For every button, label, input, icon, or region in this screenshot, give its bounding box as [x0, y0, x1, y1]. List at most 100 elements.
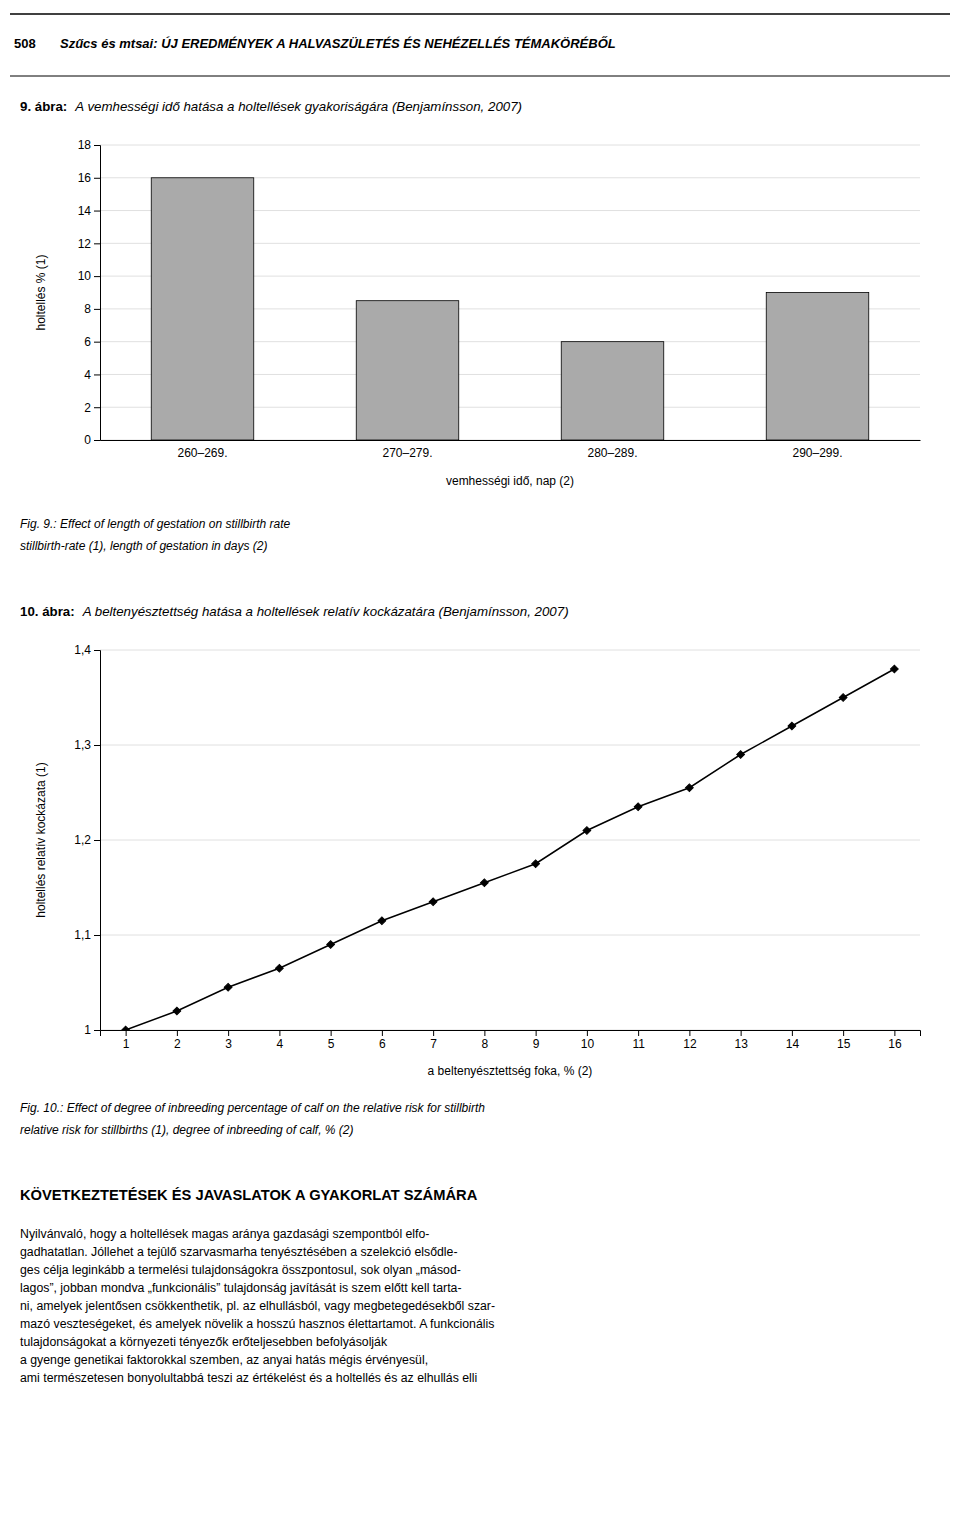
- y-axis-title: holtellés relatív kockázata (1): [34, 762, 48, 917]
- tick-label: 12: [683, 1037, 697, 1051]
- chart-title: 9. ábra:: [20, 99, 67, 114]
- tick-label: 1,3: [74, 738, 91, 752]
- body-line: mazó veszteségeket, és amelyek növelik a…: [20, 1317, 494, 1331]
- marker: [276, 964, 284, 972]
- grid-line: [100, 650, 920, 651]
- tick-label: 16: [888, 1037, 902, 1051]
- chart: 10. ábra:A beltenyésztettség hatása a ho…: [20, 604, 921, 1137]
- tick-mark: [484, 1030, 485, 1036]
- tick-mark: [94, 243, 100, 244]
- body-line: ges célja leginkább a termelési tulajdon…: [20, 1263, 461, 1277]
- tick-label: 2: [84, 401, 91, 415]
- x-axis-title: a beltenyésztettség foka, % (2): [428, 1064, 593, 1078]
- tick-label: 1,1: [74, 928, 91, 942]
- tick-label: 5: [328, 1037, 335, 1051]
- bar: [356, 301, 459, 440]
- tick-label: 8: [84, 302, 91, 316]
- tick: 4: [84, 368, 100, 382]
- tick-mark: [433, 1030, 434, 1036]
- line: [126, 669, 895, 1030]
- tick: 1,1: [74, 928, 100, 942]
- tick-label: 10: [78, 269, 92, 283]
- tick-mark: [279, 1030, 280, 1036]
- tick: 6: [84, 335, 100, 349]
- tick-mark: [94, 650, 100, 651]
- tick-label: 6: [379, 1037, 386, 1051]
- body-line: lagos”, jobban mondva „funkcionális” tul…: [20, 1281, 462, 1295]
- tick-mark: [689, 1030, 690, 1036]
- x-axis: 12345678910111213141516: [101, 1030, 921, 1051]
- marker: [122, 1026, 130, 1030]
- bar: [561, 342, 664, 440]
- tick: 1: [84, 1023, 100, 1037]
- body-section: KÖVETKEZTETÉSEK ÉS JAVASLATOK A GYAKORLA…: [20, 1187, 495, 1385]
- body-line: ami természetesen bonyolultabbá teszi az…: [20, 1371, 477, 1385]
- tick: 12: [683, 1030, 697, 1051]
- tick-mark: [94, 178, 100, 179]
- page: 508Szűcs és mtsai: ÚJ EREDMÉNYEK A HALVA…: [0, 0, 960, 1520]
- header-rule: [10, 76, 950, 77]
- tick-label: 15: [837, 1037, 851, 1051]
- body-line: gadhatatlan. Jóllehet a tejûlő szarvasma…: [20, 1245, 457, 1259]
- y-axis-title: holtellés % (1): [34, 254, 48, 330]
- tick: 15: [837, 1030, 851, 1051]
- grid-line: [100, 745, 920, 746]
- marker: [788, 722, 796, 730]
- tick: 11: [632, 1030, 645, 1051]
- tick: 280–289.: [587, 446, 637, 460]
- grid-line: [100, 145, 920, 146]
- axis-line: [94, 651, 101, 1031]
- tick-label: 1,4: [74, 643, 91, 657]
- marker: [839, 694, 847, 702]
- tick-label: 0: [84, 433, 91, 447]
- chart: 9. ábra: A vemhességi idő hatása a holtel…: [20, 99, 921, 553]
- tick: 7: [430, 1030, 437, 1051]
- tick-label: 18: [78, 138, 92, 152]
- grid: [100, 650, 920, 1030]
- marker: [378, 917, 386, 925]
- marker: [686, 784, 694, 792]
- tick: 290–299.: [792, 446, 842, 460]
- marker: [173, 1007, 181, 1015]
- plot-marks: [151, 178, 869, 440]
- tick-mark: [94, 1030, 100, 1031]
- bar: [151, 178, 254, 440]
- tick-label: 1,2: [74, 833, 91, 847]
- tick-mark: [94, 374, 100, 375]
- body-line: a gyenge genetikai faktorokkal szemben, …: [20, 1353, 428, 1367]
- tick: 13: [734, 1030, 748, 1051]
- tick: 270–279.: [382, 446, 432, 460]
- tick-mark: [94, 145, 100, 146]
- grid: [100, 145, 920, 440]
- tick-label: 7: [430, 1037, 437, 1051]
- tick: 6: [379, 1030, 386, 1051]
- axis-line: [101, 1031, 921, 1037]
- tick-label: 4: [277, 1037, 284, 1051]
- tick: 1,3: [74, 738, 100, 752]
- axis-line: [101, 440, 921, 441]
- header: 508 Szűcs és mtsai: ÚJ EREDMÉNYEK A HALVA…: [10, 14, 950, 76]
- tick-mark: [94, 211, 100, 212]
- tick: 2: [174, 1030, 181, 1051]
- tick-label: 11: [632, 1037, 645, 1051]
- tick-mark: [228, 1030, 229, 1036]
- header-number: 508: [14, 36, 36, 51]
- tick-mark: [126, 1030, 127, 1036]
- tick: 10: [581, 1030, 595, 1051]
- tick: 4: [277, 1030, 284, 1051]
- header-text: Szűcs és mtsai: ÚJ EREDMÉNYEK A HALVASZÜ…: [60, 36, 616, 51]
- tick-label: 14: [786, 1037, 800, 1051]
- tick-mark: [94, 745, 100, 746]
- axis-line: [94, 146, 101, 441]
- tick: 16: [888, 1030, 902, 1051]
- chart-subtitle: A vemhességi idő hatása a holtellések gy…: [74, 99, 522, 114]
- tick-mark: [94, 440, 100, 441]
- tick-label: 280–289.: [587, 446, 637, 460]
- tick: 260–269.: [177, 446, 227, 460]
- tick: 2: [84, 401, 100, 415]
- tick: 8: [84, 302, 100, 316]
- grid-line: [100, 840, 920, 841]
- bar: [766, 293, 869, 441]
- tick-mark: [94, 276, 100, 277]
- body-line: Nyilvánvaló, hogy a holtellések magas ar…: [20, 1227, 429, 1241]
